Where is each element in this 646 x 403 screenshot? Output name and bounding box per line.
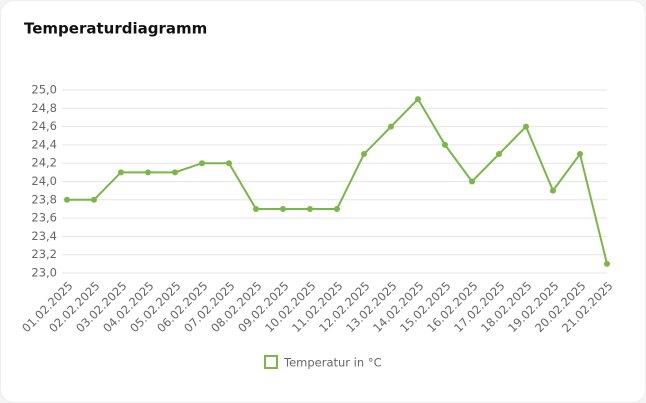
data-point: [199, 160, 205, 167]
chart-title: Temperaturdiagramm: [24, 20, 207, 38]
y-tick-label: 24,2: [31, 156, 57, 170]
data-point: [469, 178, 475, 185]
data-point: [145, 169, 151, 176]
data-point: [172, 169, 178, 176]
data-point: [118, 169, 124, 176]
y-tick-label: 23,0: [31, 266, 57, 280]
y-tick-label: 23,4: [31, 229, 57, 243]
y-tick-label: 23,8: [31, 192, 57, 206]
y-tick-label: 24,0: [31, 174, 57, 188]
data-point: [415, 96, 421, 103]
data-point: [280, 205, 286, 212]
y-tick-label: 24,4: [31, 137, 57, 151]
data-point: [388, 123, 394, 130]
data-point: [550, 187, 556, 194]
data-point: [91, 196, 97, 203]
y-tick-label: 24,8: [31, 101, 57, 115]
data-point: [361, 151, 367, 158]
y-tick-label: 25,0: [31, 83, 57, 97]
data-point: [523, 123, 529, 130]
data-point: [307, 205, 313, 212]
data-point: [496, 151, 502, 158]
data-point: [226, 160, 232, 167]
y-tick-label: 24,6: [31, 119, 57, 133]
data-point: [577, 151, 583, 158]
legend-swatch: [264, 355, 278, 369]
data-point: [604, 260, 610, 267]
y-tick-label: 23,6: [31, 211, 57, 225]
data-point: [442, 141, 448, 148]
data-point: [64, 196, 70, 203]
y-tick-label: 23,2: [31, 247, 57, 261]
data-point: [334, 205, 340, 212]
legend-label: Temperatur in °C: [283, 356, 382, 370]
data-point: [253, 205, 259, 212]
